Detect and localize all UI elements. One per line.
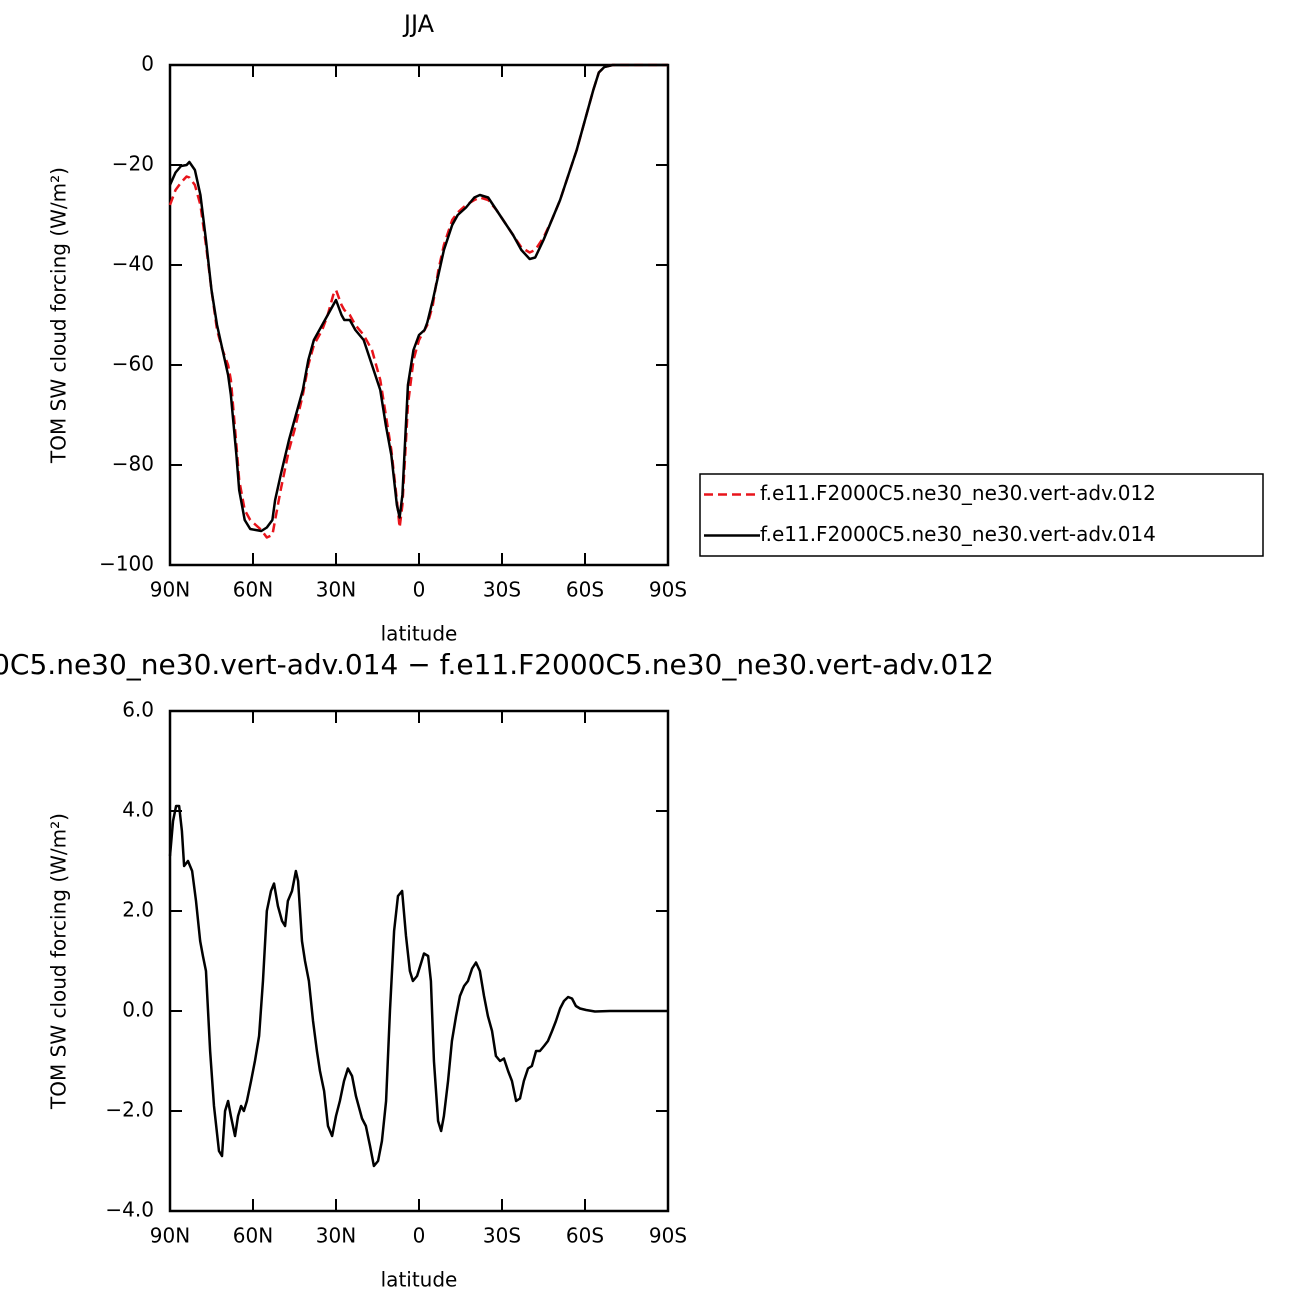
y-tick-label: −4.0 xyxy=(105,1198,154,1222)
y-tick-label: −2.0 xyxy=(105,1098,154,1122)
x-tick-label: 30N xyxy=(316,578,356,602)
x-tick-label: 60N xyxy=(233,1224,273,1248)
x-axis-label: latitude xyxy=(381,622,458,646)
chart-title: JJA xyxy=(402,10,435,38)
legend-label: f.e11.F2000C5.ne30_ne30.vert-adv.014 xyxy=(760,522,1156,546)
x-tick-label: 30S xyxy=(483,578,521,602)
data-line xyxy=(168,804,668,1168)
x-tick-label: 60N xyxy=(233,578,273,602)
x-axis-label: latitude xyxy=(381,1268,458,1292)
y-tick-label: −100 xyxy=(99,552,154,576)
x-tick-label: 0 xyxy=(413,578,426,602)
x-tick-label: 30N xyxy=(316,1224,356,1248)
data-line xyxy=(168,63,668,533)
x-tick-label: 90S xyxy=(649,578,687,602)
x-tick-label: 90N xyxy=(150,578,190,602)
plot-frame xyxy=(168,709,670,1213)
x-tick-label: 60S xyxy=(566,578,604,602)
legend-box xyxy=(699,473,1264,557)
y-tick-label: −60 xyxy=(112,352,154,376)
y-axis-label: TOM SW cloud forcing (W/m²) xyxy=(47,813,71,1110)
y-tick-label: −80 xyxy=(112,452,154,476)
x-tick-label: 60S xyxy=(566,1224,604,1248)
y-tick-label: 0.0 xyxy=(122,998,154,1022)
plot-frame xyxy=(168,63,670,567)
chart-title: f.e11.F2000C5.ne30_ne30.vert-adv.014 − f… xyxy=(0,648,994,681)
data-line xyxy=(168,63,668,539)
y-tick-label: 4.0 xyxy=(122,798,154,822)
x-tick-label: 30S xyxy=(483,1224,521,1248)
y-axis-label: TOM SW cloud forcing (W/m²) xyxy=(47,167,71,464)
y-tick-label: 0 xyxy=(141,52,154,76)
y-tick-label: −20 xyxy=(112,152,154,176)
x-tick-label: 90N xyxy=(150,1224,190,1248)
y-tick-label: −40 xyxy=(112,252,154,276)
y-tick-label: 2.0 xyxy=(122,898,154,922)
x-tick-label: 90S xyxy=(649,1224,687,1248)
legend-label: f.e11.F2000C5.ne30_ne30.vert-adv.012 xyxy=(760,481,1156,505)
y-tick-label: 6.0 xyxy=(122,698,154,722)
x-tick-label: 0 xyxy=(413,1224,426,1248)
